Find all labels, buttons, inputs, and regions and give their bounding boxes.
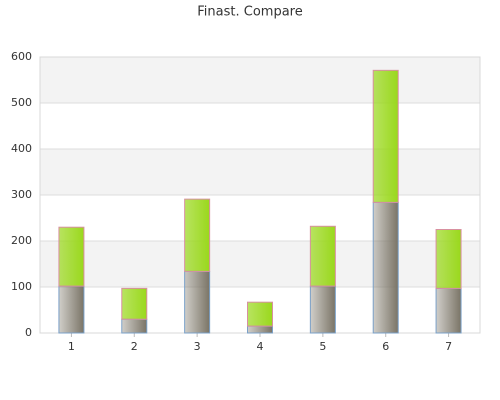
x-tick-label: 5: [319, 340, 326, 353]
y-tick-label: 400: [11, 142, 32, 155]
bar-segment: [58, 285, 85, 334]
chart-title: Finast. Compare: [197, 5, 302, 20]
grid-band: [40, 57, 480, 103]
bar-segment: [58, 226, 85, 287]
y-tick-label: 100: [11, 280, 32, 293]
bar-segment: [121, 318, 148, 334]
bar-segment: [184, 270, 211, 334]
bar-segment: [247, 325, 273, 334]
x-tick-label: 7: [445, 340, 452, 353]
bar-segment: [435, 229, 462, 289]
y-tick-label: 500: [11, 96, 32, 109]
bar-segment: [309, 225, 336, 287]
x-tick-label: 1: [68, 340, 75, 353]
x-tick-label: 4: [257, 340, 264, 353]
bar-segment: [372, 69, 399, 203]
x-tick-label: 6: [382, 340, 389, 353]
x-tick-label: 2: [131, 340, 138, 353]
bar-segment: [435, 287, 462, 334]
bar-segment: [184, 198, 211, 272]
bar-segment: [121, 287, 148, 320]
y-tick-label: 600: [11, 50, 32, 63]
bar-segment: [247, 301, 273, 327]
grid-band: [40, 149, 480, 195]
y-tick-label: 300: [11, 188, 32, 201]
x-tick-label: 3: [194, 340, 201, 353]
y-tick-label: 0: [25, 326, 32, 339]
y-tick-label: 200: [11, 234, 32, 247]
bar-segment: [372, 201, 399, 334]
grid-band: [40, 241, 480, 287]
bar-segment: [309, 285, 336, 334]
